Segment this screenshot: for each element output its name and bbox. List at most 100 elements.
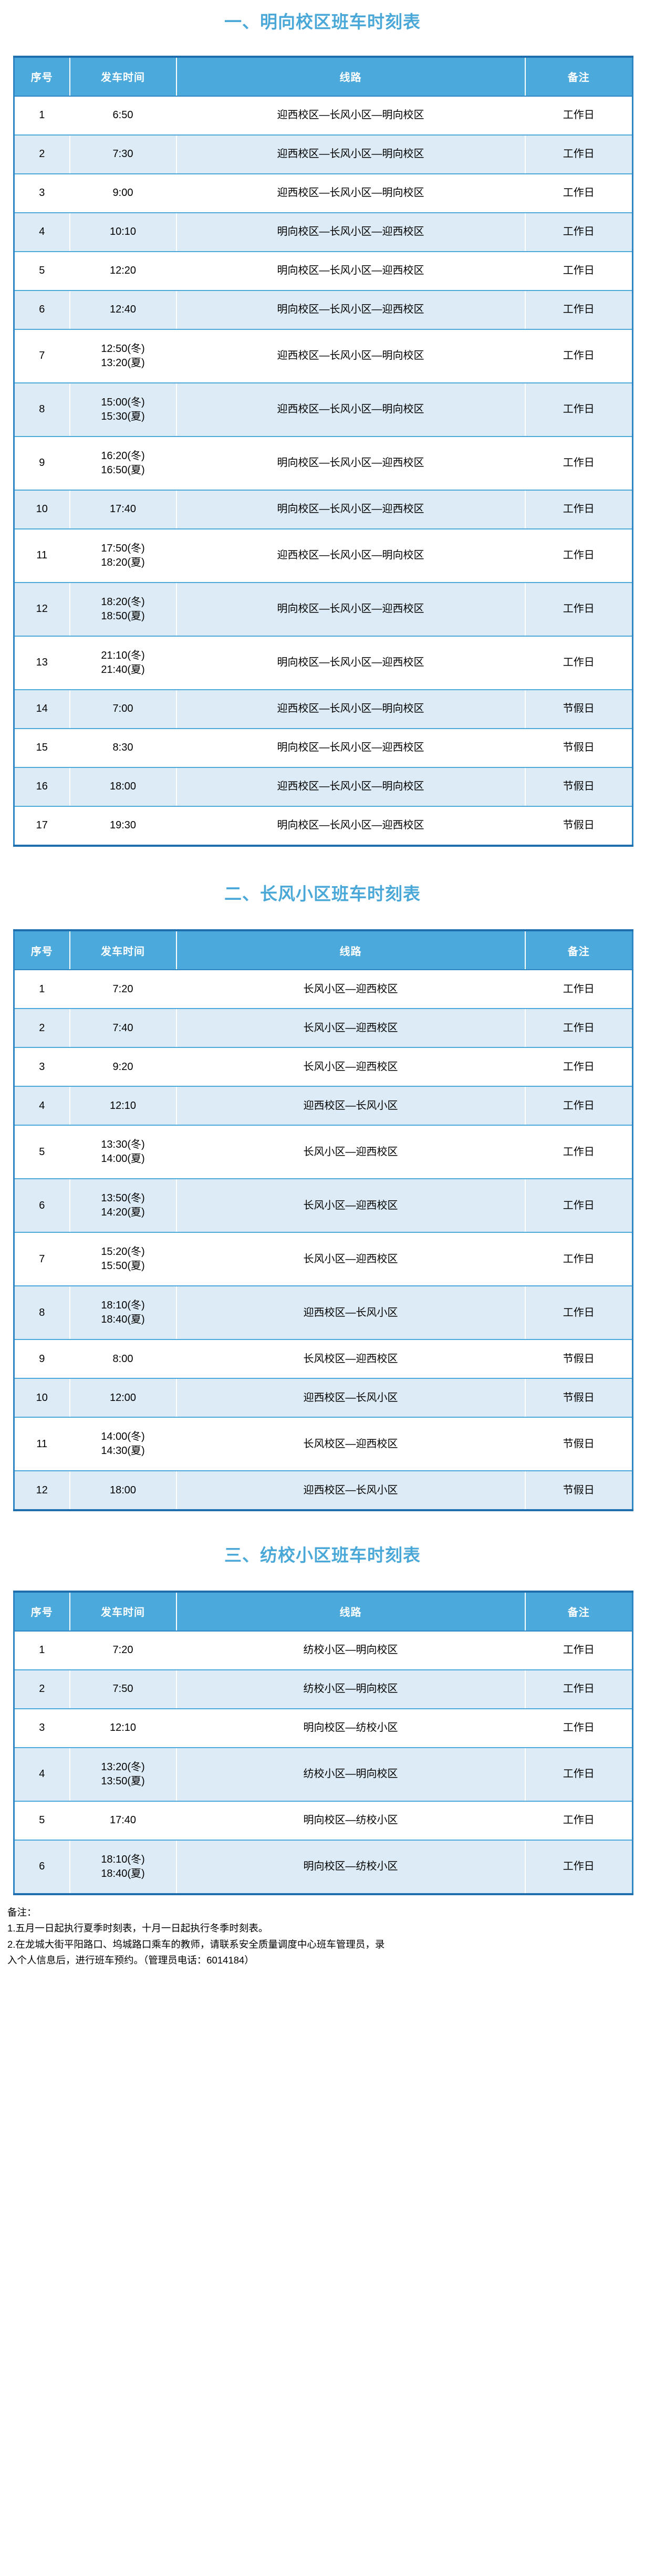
table-wrapper-3: 序号 发车时间 线路 备注 1 7:20 纺校小区—明向校区 工作日 2 7:50 纺校小区… [0,1590,645,1895]
table-row: 10 12:00 迎西校区—长风小区 节假日 [14,1378,633,1418]
cell-index: 2 [14,1669,70,1709]
cell-index: 12 [14,1471,70,1511]
cell-time: 12:10 [69,1708,177,1748]
column-header-index: 序号 [14,56,70,97]
table-row: 8 15:00(冬) 15:30(夏) 迎西校区—长风小区—明向校区 工作日 [14,382,633,437]
cell-note: 工作日 [525,290,633,330]
section-fangxiao: 三、纺校小区班车时刻表 序号 发车时间 线路 备注 1 7:20 纺校小区—明向校区… [0,1511,645,1895]
cell-note: 节假日 [525,806,633,846]
table-row: 3 9:20 长风小区—迎西校区 工作日 [14,1047,633,1087]
cell-note: 工作日 [525,1801,633,1841]
cell-time: 15:00(冬) 15:30(夏) [69,382,177,437]
cell-time: 9:20 [69,1047,177,1087]
time-summer: 18:40(夏) [101,1867,145,1879]
cell-route: 长风小区—迎西校区 [176,1047,526,1087]
table-row: 3 9:00 迎西校区—长风小区—明向校区 工作日 [14,173,633,213]
time-winter: 13:30(冬) [101,1139,145,1151]
cell-time: 18:10(冬) 18:40(夏) [69,1286,177,1341]
cell-index: 14 [14,689,70,729]
table-row: 17 19:30 明向校区—长风小区—迎西校区 节假日 [14,806,633,846]
column-header-route: 线路 [176,1591,526,1632]
table-row: 7 15:20(冬) 15:50(夏) 长风小区—迎西校区 工作日 [14,1232,633,1287]
cell-index: 3 [14,1708,70,1748]
footer-notes: 备注： 1.五月一日起执行夏季时刻表，十月一日起执行冬季时刻表。 2.在龙城大街… [0,1895,645,1969]
table-header-row: 序号 发车时间 线路 备注 [14,930,633,971]
cell-note: 工作日 [525,173,633,213]
footer-note-2-line-1: 2.在龙城大街平阳路口、坞城路口乘车的教师，请联系安全质量调度中心班车管理员，录 [7,1938,385,1950]
cell-index: 3 [14,173,70,213]
cell-index: 12 [14,582,70,637]
cell-route: 长风小区—迎西校区 [176,1009,526,1048]
cell-index: 1 [14,96,70,136]
column-header-note: 备注 [525,56,633,97]
schedule-table-3: 序号 发车时间 线路 备注 1 7:20 纺校小区—明向校区 工作日 2 7:50 纺校小区… [13,1590,633,1895]
cell-note: 工作日 [525,1840,633,1894]
footer-note-2-line-2: 入个人信息后，进行班车预约。（管理员电话：6014184） [7,1955,254,1966]
cell-note: 工作日 [525,490,633,529]
footer-note-1: 1.五月一日起执行夏季时刻表，十月一日起执行冬季时刻表。 [7,1923,268,1934]
time-summer: 14:30(夏) [101,1445,145,1457]
cell-index: 4 [14,212,70,252]
section-title-2: 二、长风小区班车时刻表 [224,884,421,903]
cell-note: 工作日 [525,382,633,437]
cell-time: 17:40 [69,490,177,529]
table-row: 2 7:30 迎西校区—长风小区—明向校区 工作日 [14,134,633,174]
column-header-index: 序号 [14,1591,70,1632]
cell-route: 明向校区—纺校小区 [176,1840,526,1894]
cell-note: 节假日 [525,767,633,807]
table-row: 14 7:00 迎西校区—长风小区—明向校区 节假日 [14,689,633,729]
cell-time: 12:10 [69,1086,177,1126]
cell-note: 节假日 [525,1378,633,1418]
time-summer: 18:40(夏) [101,1314,145,1326]
cell-index: 4 [14,1747,70,1802]
column-header-note: 备注 [525,1591,633,1632]
time-winter: 12:50(冬) [101,342,145,355]
cell-route: 迎西校区—长风小区 [176,1086,526,1126]
section-changfeng: 二、长风小区班车时刻表 序号 发车时间 线路 备注 1 7:20 长风小区—迎西校区… [0,847,645,1512]
time-summer: 13:50(夏) [101,1775,145,1787]
cell-time: 12:20 [69,251,177,291]
cell-index: 5 [14,1125,70,1180]
cell-index: 7 [14,329,70,383]
bus-schedule-page: 一、明向校区班车时刻表 序号 发车时间 线路 备注 1 6:50 迎西校区—长风小区… [0,12,645,1969]
cell-route: 长风小区—迎西校区 [176,970,526,1010]
cell-time: 8:30 [69,728,177,768]
cell-route: 明向校区—长风小区—迎西校区 [176,582,526,637]
cell-index: 16 [14,767,70,807]
cell-route: 明向校区—纺校小区 [176,1708,526,1748]
cell-index: 13 [14,636,70,690]
cell-route: 长风校区—迎西校区 [176,1339,526,1379]
time-winter: 13:50(冬) [101,1192,145,1204]
table-row: 5 17:40 明向校区—纺校小区 工作日 [14,1801,633,1841]
cell-time: 19:30 [69,806,177,846]
table-row: 1 7:20 纺校小区—明向校区 工作日 [14,1630,633,1670]
cell-note: 工作日 [525,134,633,174]
table-row: 11 17:50(冬) 18:20(夏) 迎西校区—长风小区—明向校区 工作日 [14,528,633,583]
schedule-body-3: 1 7:20 纺校小区—明向校区 工作日 2 7:50 纺校小区—明向校区 工作日 3 12:10… [14,1630,633,1894]
cell-time: 14:00(冬) 14:30(夏) [69,1417,177,1472]
cell-note: 工作日 [525,1179,633,1233]
table-row: 13 21:10(冬) 21:40(夏) 明向校区—长风小区—迎西校区 工作日 [14,636,633,690]
schedule-table-2: 序号 发车时间 线路 备注 1 7:20 长风小区—迎西校区 工作日 2 7:40 长风小区… [13,929,633,1512]
column-header-time: 发车时间 [69,1591,177,1632]
schedule-body-1: 1 6:50 迎西校区—长风小区—明向校区 工作日 2 7:30 迎西校区—长风小区—明向校… [14,96,633,846]
cell-time: 8:00 [69,1339,177,1379]
cell-index: 9 [14,436,70,491]
cell-time: 10:10 [69,212,177,252]
cell-time: 7:20 [69,970,177,1010]
cell-time: 7:50 [69,1669,177,1709]
cell-route: 迎西校区—长风小区—明向校区 [176,528,526,583]
cell-time: 13:50(冬) 14:20(夏) [69,1179,177,1233]
table-header-row: 序号 发车时间 线路 备注 [14,56,633,97]
cell-time: 12:00 [69,1378,177,1418]
section-title-3: 三、纺校小区班车时刻表 [224,1545,421,1565]
section-title-1: 一、明向校区班车时刻表 [224,12,421,32]
cell-route: 长风小区—迎西校区 [176,1179,526,1233]
cell-time: 15:20(冬) 15:50(夏) [69,1232,177,1287]
cell-index: 15 [14,728,70,768]
cell-index: 1 [14,970,70,1010]
cell-route: 长风小区—迎西校区 [176,1232,526,1287]
time-winter: 18:20(冬) [101,596,145,608]
cell-index: 5 [14,251,70,291]
cell-time: 18:00 [69,767,177,807]
